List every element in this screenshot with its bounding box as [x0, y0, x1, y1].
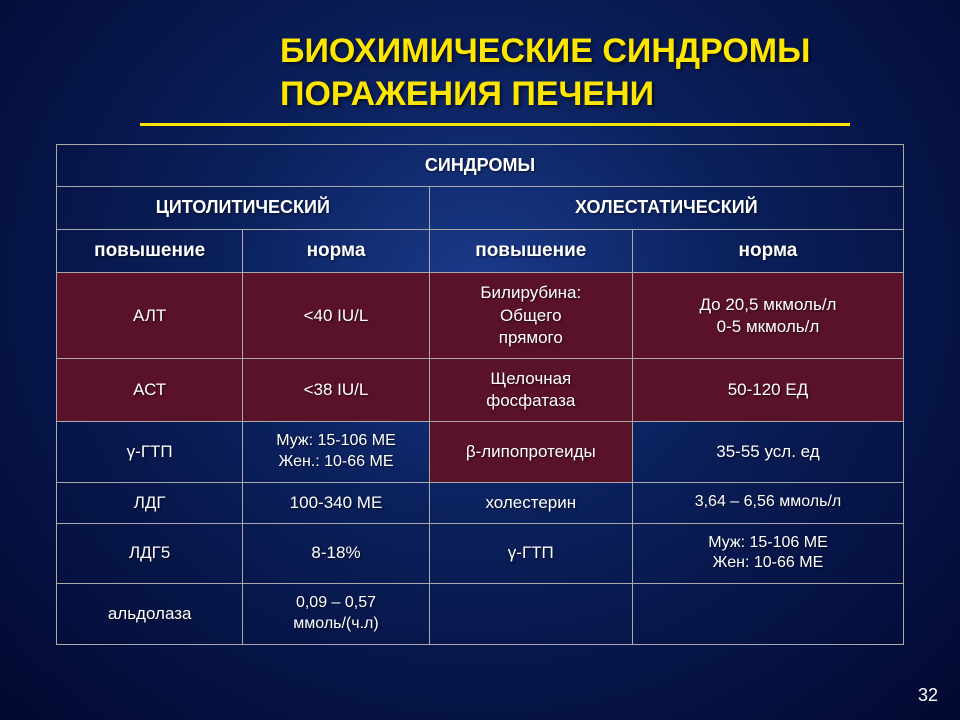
- header-syndromes: СИНДРОМЫ: [57, 145, 904, 187]
- table-row: АЛТ<40 IU/LБилирубина:ОбщегопрямогоДо 20…: [57, 273, 904, 358]
- table-cell: <38 IU/L: [243, 358, 429, 421]
- table-cell: Билирубина:Общегопрямого: [429, 273, 632, 358]
- header-cholestatic: ХОЛЕСТАТИЧЕСКИЙ: [429, 187, 903, 229]
- table-cell: Щелочнаяфосфатаза: [429, 358, 632, 421]
- table-cell: γ-ГТП: [429, 523, 632, 584]
- table-cell: 50-120 ЕД: [632, 358, 903, 421]
- table-cell: Муж: 15-106 МЕЖен.: 10-66 МЕ: [243, 421, 429, 482]
- table-row: СИНДРОМЫ: [57, 145, 904, 187]
- table-row: альдолаза0,09 – 0,57ммоль/(ч.л): [57, 584, 904, 645]
- syndromes-table: СИНДРОМЫ ЦИТОЛИТИЧЕСКИЙ ХОЛЕСТАТИЧЕСКИЙ …: [56, 144, 904, 645]
- slide-number: 32: [918, 685, 938, 706]
- table-row: ЦИТОЛИТИЧЕСКИЙ ХОЛЕСТАТИЧЕСКИЙ: [57, 187, 904, 229]
- table-cell: АСТ: [57, 358, 243, 421]
- header-increase-1: повышение: [57, 229, 243, 273]
- table-row: γ-ГТПМуж: 15-106 МЕЖен.: 10-66 МЕβ-липоп…: [57, 421, 904, 482]
- header-normal-2: норма: [632, 229, 903, 273]
- table-cell: ЛДГ: [57, 482, 243, 523]
- table-cell: АЛТ: [57, 273, 243, 358]
- table-cell: [429, 584, 632, 645]
- table-row: повышение норма повышение норма: [57, 229, 904, 273]
- header-cytolytic: ЦИТОЛИТИЧЕСКИЙ: [57, 187, 430, 229]
- title-line-2: ПОРАЖЕНИЯ ПЕЧЕНИ: [280, 75, 654, 113]
- table-row: ЛДГ58-18%γ-ГТПМуж: 15-106 МЕЖен: 10-66 М…: [57, 523, 904, 584]
- table-cell: 0,09 – 0,57ммоль/(ч.л): [243, 584, 429, 645]
- table-cell: γ-ГТП: [57, 421, 243, 482]
- table-row: АСТ<38 IU/LЩелочнаяфосфатаза50-120 ЕД: [57, 358, 904, 421]
- table-cell: Муж: 15-106 МЕЖен: 10-66 МЕ: [632, 523, 903, 584]
- table-cell: <40 IU/L: [243, 273, 429, 358]
- table-cell: До 20,5 мкмоль/л0-5 мкмоль/л: [632, 273, 903, 358]
- table-cell: альдолаза: [57, 584, 243, 645]
- table-cell: ЛДГ5: [57, 523, 243, 584]
- header-increase-2: повышение: [429, 229, 632, 273]
- table-cell: 100-340 МЕ: [243, 482, 429, 523]
- table-cell: β-липопротеиды: [429, 421, 632, 482]
- title-line-1: БИОХИМИЧЕСКИЕ СИНДРОМЫ: [280, 32, 810, 70]
- syndromes-table-container: СИНДРОМЫ ЦИТОЛИТИЧЕСКИЙ ХОЛЕСТАТИЧЕСКИЙ …: [56, 144, 904, 645]
- table-cell: [632, 584, 903, 645]
- table-cell: холестерин: [429, 482, 632, 523]
- table-cell: 3,64 – 6,56 ммоль/л: [632, 482, 903, 523]
- slide-title: БИОХИМИЧЕСКИЕ СИНДРОМЫ ПОРАЖЕНИЯ ПЕЧЕНИ: [140, 0, 850, 126]
- header-normal-1: норма: [243, 229, 429, 273]
- table-cell: 8-18%: [243, 523, 429, 584]
- table-cell: 35-55 усл. ед: [632, 421, 903, 482]
- table-row: ЛДГ100-340 МЕхолестерин3,64 – 6,56 ммоль…: [57, 482, 904, 523]
